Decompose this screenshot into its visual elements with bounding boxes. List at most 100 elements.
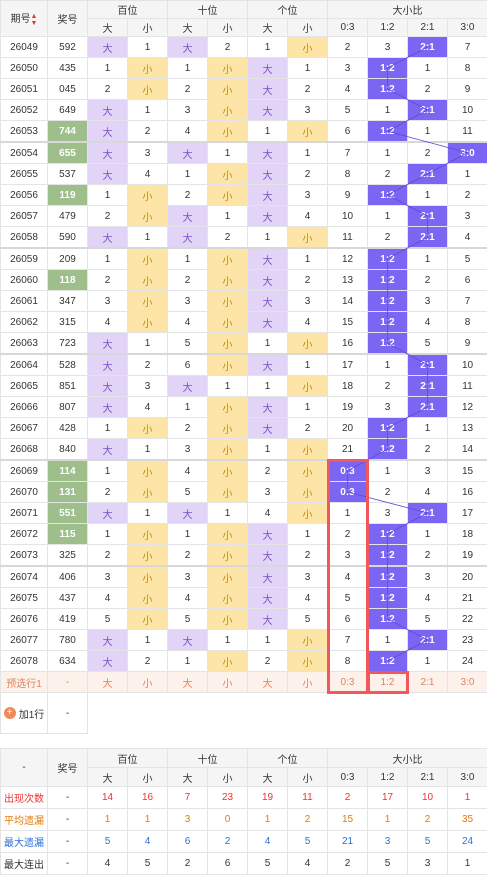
ratio-cell-0: 5 — [328, 100, 368, 121]
ratio-cell-0: 4 — [328, 566, 368, 588]
tens-big-cell: 2 — [168, 545, 208, 567]
forecast-units-big[interactable]: 大 — [248, 672, 288, 693]
ratio-cell-3: 10 — [448, 354, 487, 376]
stats-value: 19 — [248, 787, 288, 809]
units-small-cell: 2 — [288, 418, 328, 439]
stats-number: - — [48, 787, 88, 809]
forecast-hundreds-small[interactable]: 小 — [128, 672, 168, 693]
hundreds-big-cell: 1 — [88, 248, 128, 270]
period-cell: 26051 — [1, 79, 48, 100]
ratio-cell-3: 12 — [448, 397, 487, 418]
stats-ratio-0-3: 0:3 — [328, 768, 368, 787]
hundreds-big-cell: 1 — [88, 58, 128, 79]
stats-small-subheader: 小 — [288, 768, 328, 787]
add-row-button[interactable]: + 加1行 — [4, 706, 45, 721]
forecast-number: - — [48, 672, 88, 693]
forecast-units-small[interactable]: 小 — [288, 672, 328, 693]
number-cell: 744 — [48, 121, 88, 143]
tens-big-cell: 大 — [168, 37, 208, 58]
hundreds-small-cell: 3 — [128, 142, 168, 164]
ratio-cell-1: 1:2 — [368, 524, 408, 545]
units-big-cell: 1 — [248, 37, 288, 58]
hundreds-small-cell: 3 — [128, 376, 168, 397]
forecast-row: 预选行1 - 大 小 大 小 大 小 0:3 1:2 2:1 3:0 — [1, 672, 487, 693]
units-big-cell: 大 — [248, 588, 288, 609]
forecast-hundreds-big[interactable]: 大 — [88, 672, 128, 693]
ratio-cell-2: 2:1 — [408, 37, 448, 58]
units-big-cell: 大 — [248, 291, 288, 312]
ratio-cell-1: 1:2 — [368, 333, 408, 355]
ratio-cell-0: 19 — [328, 397, 368, 418]
hundreds-small-cell: 小 — [128, 482, 168, 503]
ratio-cell-1: 1:2 — [368, 609, 408, 630]
hundreds-big-cell: 大 — [88, 439, 128, 461]
number-cell: 592 — [48, 37, 88, 58]
units-big-cell: 大 — [248, 545, 288, 567]
number-cell: 435 — [48, 58, 88, 79]
forecast-ratio-1-2[interactable]: 1:2 — [368, 672, 408, 693]
units-small-cell: 5 — [288, 609, 328, 630]
period-cell: 26076 — [1, 609, 48, 630]
forecast-label: 预选行1 — [1, 672, 48, 693]
stats-big-subheader: 大 — [168, 768, 208, 787]
period-cell: 26074 — [1, 566, 48, 588]
units-big-cell: 2 — [248, 460, 288, 482]
ratio-cell-1: 3 — [368, 503, 408, 524]
ratio-cell-2: 2:1 — [408, 100, 448, 121]
tens-small-cell: 1 — [208, 376, 248, 397]
ratio-cell-1: 1:2 — [368, 248, 408, 270]
tens-big-cell: 3 — [168, 566, 208, 588]
hundreds-small-cell: 小 — [128, 58, 168, 79]
period-cell: 26067 — [1, 418, 48, 439]
units-small-cell: 小 — [288, 376, 328, 397]
number-cell: 428 — [48, 418, 88, 439]
tens-big-cell: 1 — [168, 248, 208, 270]
period-cell: 26073 — [1, 545, 48, 567]
forecast-ratio-2-1[interactable]: 2:1 — [408, 672, 448, 693]
hundreds-small-cell: 小 — [128, 206, 168, 227]
sort-updown-icon[interactable]: ▲▼ — [31, 13, 38, 27]
ratio-cell-3: 1 — [448, 164, 487, 185]
forecast-ratio-3-0[interactable]: 3:0 — [448, 672, 487, 693]
units-small-cell: 小 — [288, 439, 328, 461]
hundreds-small-cell: 2 — [128, 651, 168, 672]
tens-small-cell: 小 — [208, 439, 248, 461]
number-cell: 807 — [48, 397, 88, 418]
period-cell: 26069 — [1, 460, 48, 482]
period-header[interactable]: 期号▲▼ — [1, 1, 48, 37]
period-cell: 26061 — [1, 291, 48, 312]
number-cell: 315 — [48, 312, 88, 333]
forecast-ratio-0-3[interactable]: 0:3 — [328, 672, 368, 693]
period-cell: 26068 — [1, 439, 48, 461]
ratio-cell-0: 6 — [328, 609, 368, 630]
ratio-cell-0: 16 — [328, 333, 368, 355]
tens-small-cell: 小 — [208, 312, 248, 333]
tens-big-cell: 3 — [168, 291, 208, 312]
tens-small-cell: 2 — [208, 227, 248, 249]
units-big-cell: 大 — [248, 206, 288, 227]
ratio-cell-3: 24 — [448, 651, 487, 672]
forecast-tens-big[interactable]: 大 — [168, 672, 208, 693]
ratio-2-1-subheader: 2:1 — [408, 19, 448, 37]
forecast-tens-small[interactable]: 小 — [208, 672, 248, 693]
ratio-cell-1: 1:2 — [368, 58, 408, 79]
units-small-cell: 2 — [288, 164, 328, 185]
ratio-cell-3: 7 — [448, 291, 487, 312]
ratio-cell-2: 1 — [408, 524, 448, 545]
ratio-cell-2: 2 — [408, 142, 448, 164]
stats-value: 2 — [328, 787, 368, 809]
hundreds-small-cell: 1 — [128, 439, 168, 461]
number-cell: 131 — [48, 482, 88, 503]
